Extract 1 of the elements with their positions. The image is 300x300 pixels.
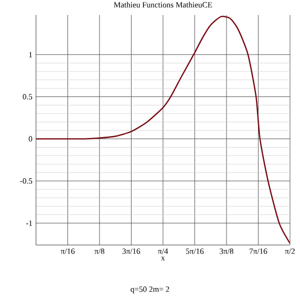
line-series — [36, 16, 290, 244]
